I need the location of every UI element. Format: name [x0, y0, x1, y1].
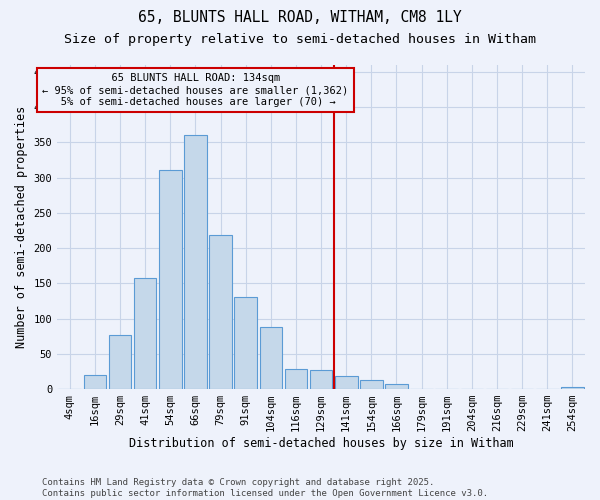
Text: Contains HM Land Registry data © Crown copyright and database right 2025.
Contai: Contains HM Land Registry data © Crown c…	[42, 478, 488, 498]
Text: 65 BLUNTS HALL ROAD: 134sqm  
← 95% of semi-detached houses are smaller (1,362)
: 65 BLUNTS HALL ROAD: 134sqm ← 95% of sem…	[42, 74, 349, 106]
Bar	[561, 387, 584, 389]
X-axis label: Distribution of semi-detached houses by size in Witham: Distribution of semi-detached houses by …	[129, 437, 514, 450]
Bar	[260, 327, 282, 389]
Bar	[134, 278, 157, 389]
Bar	[284, 370, 307, 389]
Bar	[360, 380, 383, 389]
Bar	[335, 376, 358, 389]
Text: Size of property relative to semi-detached houses in Witham: Size of property relative to semi-detach…	[64, 32, 536, 46]
Bar	[159, 170, 182, 389]
Bar	[385, 384, 408, 389]
Y-axis label: Number of semi-detached properties: Number of semi-detached properties	[15, 106, 28, 348]
Text: 65, BLUNTS HALL ROAD, WITHAM, CM8 1LY: 65, BLUNTS HALL ROAD, WITHAM, CM8 1LY	[138, 10, 462, 25]
Bar	[310, 370, 332, 389]
Bar	[184, 136, 207, 389]
Bar	[109, 335, 131, 389]
Bar	[235, 297, 257, 389]
Bar	[83, 375, 106, 389]
Bar	[209, 235, 232, 389]
